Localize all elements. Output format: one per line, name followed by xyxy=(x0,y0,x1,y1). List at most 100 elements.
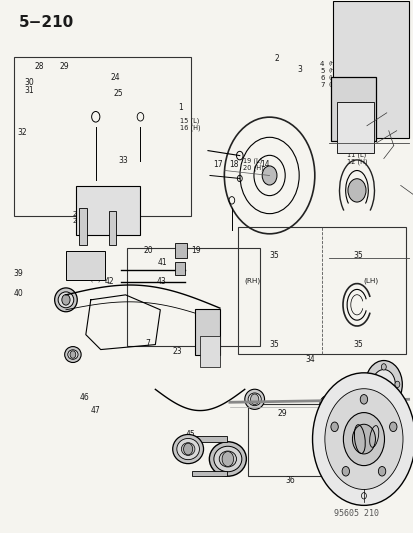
Circle shape xyxy=(325,400,332,409)
Text: 41: 41 xyxy=(157,258,167,266)
Text: 7: 7 xyxy=(145,339,150,348)
Bar xyxy=(332,2,408,138)
Text: 17: 17 xyxy=(213,160,222,169)
Text: 29: 29 xyxy=(277,409,287,418)
Bar xyxy=(76,187,139,235)
Text: 95605 210: 95605 210 xyxy=(333,508,378,518)
Ellipse shape xyxy=(322,399,335,410)
Text: 9: 9 xyxy=(346,108,351,117)
Bar xyxy=(199,336,219,367)
Ellipse shape xyxy=(172,434,203,464)
Text: 37 (L): 37 (L) xyxy=(79,269,99,275)
Bar xyxy=(78,208,87,245)
Text: 30: 30 xyxy=(24,78,34,87)
Text: 12 (H): 12 (H) xyxy=(346,159,367,165)
Text: (H): (H) xyxy=(328,82,337,87)
Circle shape xyxy=(330,422,337,432)
Text: 19: 19 xyxy=(191,246,201,255)
Text: 38 (H): 38 (H) xyxy=(79,276,100,282)
Text: 40: 40 xyxy=(14,289,24,298)
Bar xyxy=(126,248,260,346)
Text: 45: 45 xyxy=(185,430,195,439)
Text: 14: 14 xyxy=(260,160,269,168)
Text: 22: 22 xyxy=(264,177,273,186)
Text: 31: 31 xyxy=(24,86,33,95)
Text: (L): (L) xyxy=(328,75,335,80)
Ellipse shape xyxy=(319,395,337,414)
Bar xyxy=(336,102,373,152)
Circle shape xyxy=(221,451,233,466)
Ellipse shape xyxy=(64,346,81,362)
Circle shape xyxy=(394,381,399,387)
Circle shape xyxy=(62,295,70,305)
Text: 34: 34 xyxy=(305,355,315,364)
Text: 3: 3 xyxy=(297,64,301,74)
Text: 35: 35 xyxy=(269,341,279,350)
Circle shape xyxy=(377,466,385,476)
Circle shape xyxy=(70,351,76,358)
Ellipse shape xyxy=(181,443,195,455)
Bar xyxy=(175,262,185,275)
Text: 25: 25 xyxy=(113,88,123,98)
Circle shape xyxy=(389,422,396,432)
Circle shape xyxy=(324,389,402,489)
Text: 33: 33 xyxy=(118,156,128,165)
Text: 4: 4 xyxy=(319,61,324,67)
Text: (H): (H) xyxy=(328,61,337,67)
Circle shape xyxy=(380,364,385,370)
Text: 2: 2 xyxy=(274,54,279,63)
Text: 16 (H): 16 (H) xyxy=(180,124,200,131)
Circle shape xyxy=(347,179,365,202)
Text: 6: 6 xyxy=(197,339,202,348)
Text: 8: 8 xyxy=(336,98,340,107)
Bar xyxy=(192,471,226,476)
Text: 44: 44 xyxy=(210,320,219,329)
Ellipse shape xyxy=(58,292,74,308)
Circle shape xyxy=(351,424,375,454)
Text: 5: 5 xyxy=(319,68,324,74)
Ellipse shape xyxy=(55,288,77,312)
Text: 21: 21 xyxy=(264,169,273,178)
Text: 24: 24 xyxy=(110,73,120,82)
Text: 11 (L): 11 (L) xyxy=(346,152,365,158)
Text: 29: 29 xyxy=(59,62,69,71)
Text: 47: 47 xyxy=(91,406,100,415)
Ellipse shape xyxy=(209,442,246,476)
Bar xyxy=(195,310,219,354)
Ellipse shape xyxy=(244,389,264,409)
Text: 35: 35 xyxy=(352,252,362,261)
Text: 43: 43 xyxy=(157,277,166,286)
Text: 15 (L): 15 (L) xyxy=(180,117,199,124)
Text: 20: 20 xyxy=(143,246,152,255)
Circle shape xyxy=(364,360,401,408)
Ellipse shape xyxy=(219,451,236,467)
Circle shape xyxy=(341,466,349,476)
Bar xyxy=(66,251,105,280)
Text: 27 (R): 27 (R) xyxy=(73,217,94,224)
Text: 7: 7 xyxy=(319,82,324,87)
Circle shape xyxy=(183,443,192,455)
Bar xyxy=(175,243,186,258)
Text: 35: 35 xyxy=(269,252,279,261)
Text: 26 (L): 26 (L) xyxy=(73,210,93,217)
Text: 39: 39 xyxy=(14,269,24,278)
Ellipse shape xyxy=(68,350,78,359)
Text: 46: 46 xyxy=(79,393,89,402)
Circle shape xyxy=(359,394,367,404)
Text: 5−210: 5−210 xyxy=(19,15,74,30)
Text: 28: 28 xyxy=(34,62,44,71)
Bar xyxy=(330,77,375,141)
Text: 36: 36 xyxy=(285,475,294,484)
Text: 35: 35 xyxy=(352,341,362,350)
Text: 19 (L): 19 (L) xyxy=(242,157,261,164)
Ellipse shape xyxy=(214,446,241,472)
Text: (H): (H) xyxy=(328,68,337,74)
Text: 18: 18 xyxy=(229,160,239,169)
Circle shape xyxy=(312,373,413,505)
Ellipse shape xyxy=(247,393,261,406)
Circle shape xyxy=(261,166,276,185)
Circle shape xyxy=(367,381,372,387)
Circle shape xyxy=(250,394,258,405)
Ellipse shape xyxy=(176,439,199,459)
Circle shape xyxy=(371,369,394,399)
